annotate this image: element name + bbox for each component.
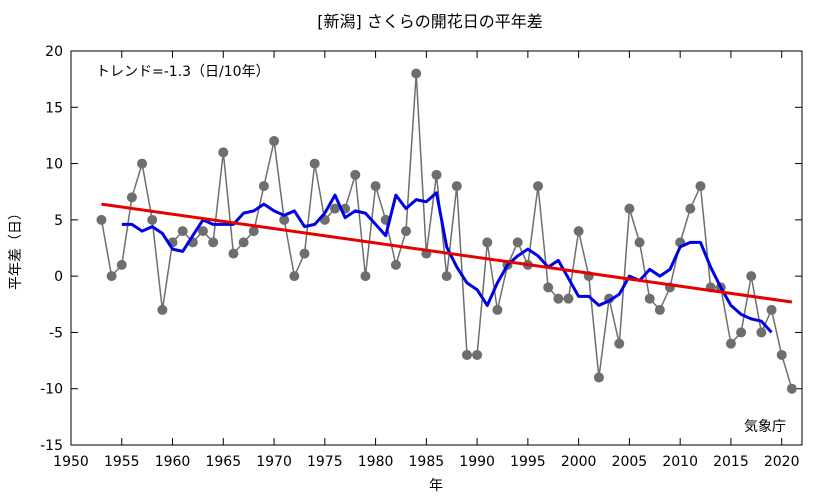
y-tick-label: 5 xyxy=(54,213,63,229)
annual-data-point xyxy=(126,192,137,203)
plot-frame xyxy=(70,50,803,446)
annual-data-point xyxy=(431,169,442,180)
y-tick-label: -15 xyxy=(40,438,63,454)
annual-data-point xyxy=(370,181,381,192)
x-tick-label: 2000 xyxy=(561,454,597,470)
annual-data-point xyxy=(441,271,452,282)
annual-data-point xyxy=(157,304,168,315)
x-tick-label: 2010 xyxy=(662,454,698,470)
annual-data-point xyxy=(248,226,259,237)
annual-data-point xyxy=(309,158,320,169)
annual-data-point xyxy=(746,271,757,282)
annual-data-point xyxy=(228,248,239,259)
annual-data-point xyxy=(776,349,787,360)
annual-data-point xyxy=(472,349,483,360)
x-tick-label: 2020 xyxy=(764,454,800,470)
annual-data-point xyxy=(147,214,158,225)
annual-data-point xyxy=(116,259,127,270)
y-tick-label: -5 xyxy=(49,325,63,341)
y-tick-label: 20 xyxy=(45,44,63,60)
x-tick-label: 1950 xyxy=(53,454,89,470)
annual-data-point xyxy=(614,338,625,349)
annual-data-point xyxy=(533,181,544,192)
annual-data-point xyxy=(238,237,249,248)
annual-data-point xyxy=(289,271,300,282)
annual-data-point xyxy=(401,226,412,237)
x-tick-label: 1980 xyxy=(358,454,394,470)
annual-data-point xyxy=(654,304,665,315)
annual-data-point xyxy=(573,226,584,237)
annual-data-point xyxy=(360,271,371,282)
annual-data-point xyxy=(624,203,635,214)
x-tick-label: 2005 xyxy=(612,454,648,470)
x-tick-label: 1955 xyxy=(104,454,140,470)
annual-data-point xyxy=(553,293,564,304)
x-tick-label: 1970 xyxy=(256,454,292,470)
trend-annotation: トレンド=-1.3（日/10年） xyxy=(96,64,270,80)
x-tick-label: 1995 xyxy=(510,454,546,470)
annual-data-point xyxy=(208,237,219,248)
y-tick-label: 15 xyxy=(45,100,63,116)
x-tick-label: 2015 xyxy=(713,454,749,470)
x-tick-label: 1985 xyxy=(409,454,445,470)
annual-data-point xyxy=(299,248,310,259)
y-tick-label: 10 xyxy=(45,157,63,173)
annual-data-point xyxy=(350,169,361,180)
annual-data-point xyxy=(725,338,736,349)
annual-data-point xyxy=(279,214,290,225)
source-label: 気象庁 xyxy=(744,419,786,435)
annual-data-point xyxy=(644,293,655,304)
annual-data-point xyxy=(106,271,117,282)
annual-data-point xyxy=(451,181,462,192)
annual-data-point xyxy=(329,203,340,214)
annual-data-point xyxy=(269,136,280,147)
annual-data-point xyxy=(766,304,777,315)
annual-data-point xyxy=(390,259,401,270)
annual-data-point xyxy=(96,214,107,225)
annual-data-point xyxy=(411,68,422,79)
y-axis-label: 平年差（日） xyxy=(8,206,24,290)
y-tick-label: 0 xyxy=(54,269,63,285)
x-tick-label: 1975 xyxy=(307,454,343,470)
x-axis-label: 年 xyxy=(429,478,443,494)
annual-data-point xyxy=(258,181,269,192)
annual-data-point xyxy=(197,226,208,237)
annual-data-point xyxy=(563,293,574,304)
series-layer xyxy=(96,68,797,394)
x-tick-label: 1965 xyxy=(205,454,241,470)
x-tick-label: 1960 xyxy=(155,454,191,470)
annual-data-point xyxy=(512,237,523,248)
annual-data-point xyxy=(786,383,797,394)
x-axis: 1950 1955 1960 1965 1970 1975 1980 1985 1990 1995… xyxy=(53,51,800,470)
annual-data-point xyxy=(634,237,645,248)
annual-data-point xyxy=(543,282,554,293)
annual-data-point xyxy=(482,237,493,248)
chart-title: [新潟] さくらの開花日の平年差 xyxy=(317,12,543,31)
annual-data-point xyxy=(736,327,747,338)
annual-data-point xyxy=(756,327,767,338)
y-axis: -15 -10 -5 0 5 10 15 20 xyxy=(40,44,802,454)
annual-data-point xyxy=(492,304,503,315)
y-tick-label: -10 xyxy=(40,382,63,398)
annual-data-point xyxy=(137,158,148,169)
annual-data-point xyxy=(685,203,696,214)
annual-data-point xyxy=(695,181,706,192)
x-tick-label: 1990 xyxy=(459,454,495,470)
annual-data-point xyxy=(461,349,472,360)
annual-data-point xyxy=(177,226,188,237)
annual-data-point xyxy=(593,372,604,383)
trend-line xyxy=(101,202,793,304)
moving-average-line xyxy=(121,191,773,334)
annual-data-point xyxy=(218,147,229,158)
